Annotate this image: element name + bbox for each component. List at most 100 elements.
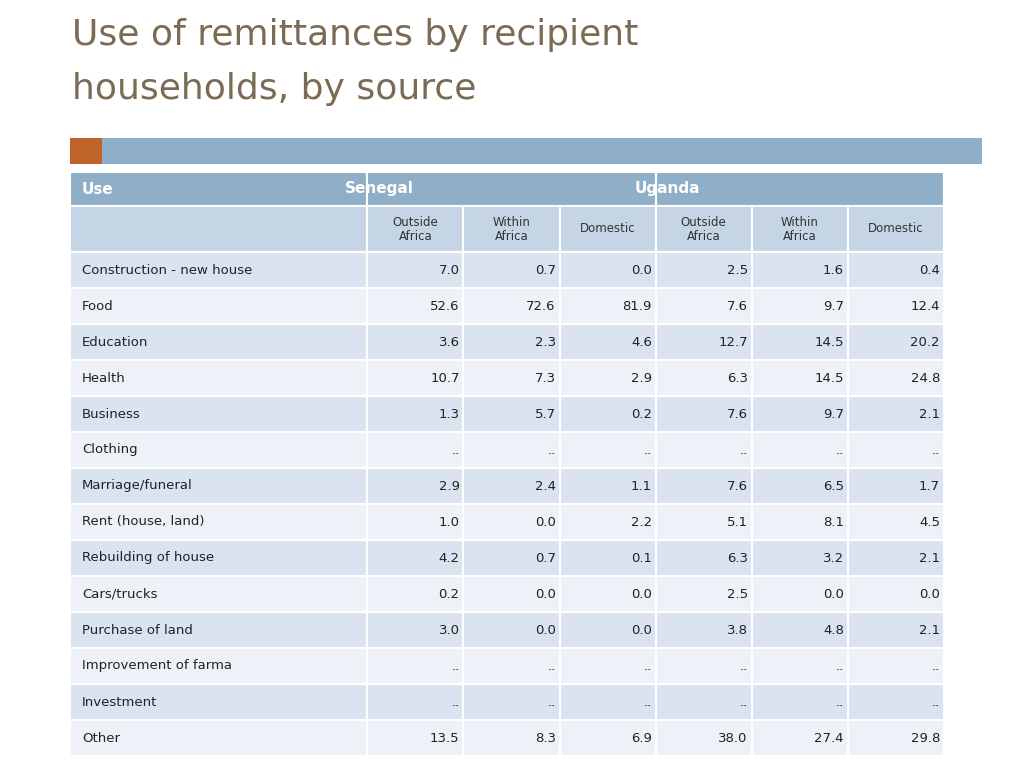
Bar	[559, 684, 655, 720]
Bar	[464, 576, 559, 612]
Text: ..: ..	[932, 696, 940, 709]
Bar	[70, 504, 368, 540]
Bar	[655, 252, 752, 288]
Bar	[655, 288, 752, 324]
Text: 6.5: 6.5	[823, 479, 844, 492]
Text: 13.5: 13.5	[430, 731, 460, 744]
Bar	[848, 360, 944, 396]
Bar	[752, 648, 848, 684]
Text: ..: ..	[452, 696, 460, 709]
Text: households, by source: households, by source	[72, 72, 476, 106]
Bar	[559, 540, 655, 576]
Text: 1.7: 1.7	[919, 479, 940, 492]
Bar	[368, 432, 464, 468]
Text: 4.8: 4.8	[823, 624, 844, 637]
Text: Domestic: Domestic	[868, 223, 924, 236]
Bar	[559, 288, 655, 324]
Text: 0.0: 0.0	[920, 588, 940, 601]
Text: ..: ..	[548, 696, 556, 709]
Bar	[464, 468, 559, 504]
Bar	[752, 612, 848, 648]
Bar	[559, 396, 655, 432]
Bar	[848, 540, 944, 576]
Text: 1.3: 1.3	[438, 408, 460, 421]
Text: Cars/trucks: Cars/trucks	[82, 588, 158, 601]
Bar	[368, 360, 464, 396]
Text: 1.1: 1.1	[631, 479, 651, 492]
Text: 9.7: 9.7	[823, 408, 844, 421]
Bar	[655, 684, 752, 720]
Text: Within: Within	[493, 216, 530, 229]
Bar	[70, 396, 368, 432]
Bar	[368, 504, 464, 540]
Bar	[848, 252, 944, 288]
Bar	[752, 576, 848, 612]
Text: Domestic: Domestic	[580, 223, 635, 236]
Text: 0.0: 0.0	[631, 588, 651, 601]
Text: 0.7: 0.7	[535, 551, 556, 564]
Text: Education: Education	[82, 336, 148, 349]
Text: Outside: Outside	[392, 216, 438, 229]
Text: Business: Business	[82, 408, 140, 421]
Bar	[848, 288, 944, 324]
Text: 38.0: 38.0	[719, 731, 748, 744]
Text: Africa: Africa	[687, 230, 721, 243]
Text: ..: ..	[643, 443, 651, 456]
Bar	[464, 720, 559, 756]
Text: 4.5: 4.5	[919, 515, 940, 528]
Text: Uganda: Uganda	[635, 181, 699, 197]
Text: 0.0: 0.0	[535, 515, 556, 528]
Text: Rent (house, land): Rent (house, land)	[82, 515, 205, 528]
Text: 0.1: 0.1	[631, 551, 651, 564]
Text: 1.0: 1.0	[438, 515, 460, 528]
Bar	[70, 206, 368, 252]
Text: 7.3: 7.3	[535, 372, 556, 385]
Text: Rebuilding of house: Rebuilding of house	[82, 551, 214, 564]
Text: ..: ..	[836, 696, 844, 709]
Bar	[464, 206, 559, 252]
Bar	[752, 504, 848, 540]
Text: Purchase of land: Purchase of land	[82, 624, 193, 637]
Text: Improvement of farma: Improvement of farma	[82, 660, 231, 673]
Text: Africa: Africa	[782, 230, 816, 243]
Bar	[368, 684, 464, 720]
Text: 2.3: 2.3	[535, 336, 556, 349]
Text: Use of remittances by recipient: Use of remittances by recipient	[72, 18, 638, 52]
Text: 14.5: 14.5	[814, 372, 844, 385]
Text: ..: ..	[452, 660, 460, 673]
Bar	[70, 684, 368, 720]
Text: 20.2: 20.2	[910, 336, 940, 349]
Text: 2.1: 2.1	[919, 624, 940, 637]
Bar	[848, 720, 944, 756]
Bar	[368, 612, 464, 648]
Bar	[848, 396, 944, 432]
Text: 27.4: 27.4	[814, 731, 844, 744]
Bar	[464, 288, 559, 324]
Text: 81.9: 81.9	[623, 300, 651, 313]
Bar	[655, 720, 752, 756]
Bar	[559, 360, 655, 396]
Text: 2.1: 2.1	[919, 551, 940, 564]
Text: 2.9: 2.9	[438, 479, 460, 492]
Bar	[464, 648, 559, 684]
Text: Construction - new house: Construction - new house	[82, 263, 252, 276]
Bar	[368, 252, 464, 288]
Bar	[368, 540, 464, 576]
Bar	[655, 468, 752, 504]
Bar	[752, 396, 848, 432]
Text: ..: ..	[643, 660, 651, 673]
Bar	[464, 324, 559, 360]
Bar	[559, 324, 655, 360]
Text: 7.0: 7.0	[438, 263, 460, 276]
Bar	[559, 612, 655, 648]
Text: 0.0: 0.0	[631, 624, 651, 637]
Bar	[70, 252, 368, 288]
Text: ..: ..	[548, 443, 556, 456]
Text: Use: Use	[82, 181, 114, 197]
Text: 3.0: 3.0	[438, 624, 460, 637]
Text: 2.5: 2.5	[727, 588, 748, 601]
Bar	[848, 504, 944, 540]
Text: 2.5: 2.5	[727, 263, 748, 276]
Text: Africa: Africa	[495, 230, 528, 243]
Text: ..: ..	[739, 443, 748, 456]
